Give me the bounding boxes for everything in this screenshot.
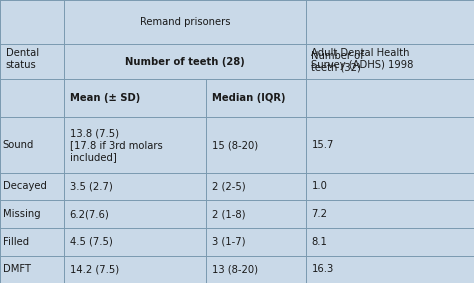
Text: Decayed: Decayed xyxy=(3,181,47,192)
Text: 13 (8-20): 13 (8-20) xyxy=(212,264,258,275)
Text: DMFT: DMFT xyxy=(3,264,31,275)
Text: 16.3: 16.3 xyxy=(311,264,334,275)
Text: Filled: Filled xyxy=(3,237,29,247)
Text: 1.0: 1.0 xyxy=(311,181,327,192)
Text: 15.7: 15.7 xyxy=(311,140,334,150)
Text: 14.2 (7.5): 14.2 (7.5) xyxy=(70,264,119,275)
Text: Median (IQR): Median (IQR) xyxy=(212,93,285,103)
Text: Sound: Sound xyxy=(3,140,34,150)
Text: Mean (± SD): Mean (± SD) xyxy=(70,93,140,103)
Text: 3.5 (2.7): 3.5 (2.7) xyxy=(70,181,112,192)
Text: Remand prisoners: Remand prisoners xyxy=(140,17,230,27)
Text: 3 (1-7): 3 (1-7) xyxy=(212,237,246,247)
Text: Number of teeth (28): Number of teeth (28) xyxy=(125,57,245,67)
Text: Missing: Missing xyxy=(3,209,40,219)
Text: 6.2(7.6): 6.2(7.6) xyxy=(70,209,109,219)
Text: Number of
teeth (32): Number of teeth (32) xyxy=(311,51,364,72)
Text: Dental
status: Dental status xyxy=(6,48,39,70)
Text: 2 (2-5): 2 (2-5) xyxy=(212,181,246,192)
Text: 15 (8-20): 15 (8-20) xyxy=(212,140,258,150)
Text: 2 (1-8): 2 (1-8) xyxy=(212,209,246,219)
Text: 4.5 (7.5): 4.5 (7.5) xyxy=(70,237,112,247)
Text: 13.8 (7.5)
[17.8 if 3rd molars
included]: 13.8 (7.5) [17.8 if 3rd molars included] xyxy=(70,128,163,162)
Text: 7.2: 7.2 xyxy=(311,209,328,219)
Text: 8.1: 8.1 xyxy=(311,237,327,247)
Text: Adult Dental Health
Survey (ADHS) 1998: Adult Dental Health Survey (ADHS) 1998 xyxy=(311,48,414,70)
